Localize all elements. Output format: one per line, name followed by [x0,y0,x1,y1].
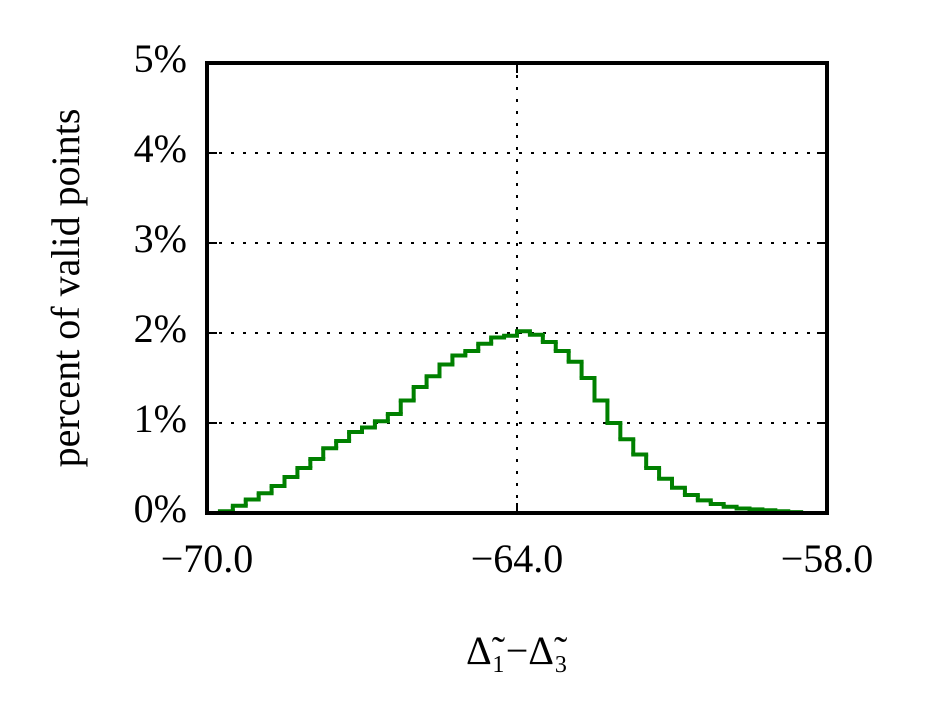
x-tick-label: −70.0 [161,536,254,581]
y-tick-label: 4% [134,126,187,171]
x-axis-label: Δ̃₁−Δ̃₃ [466,628,568,673]
y-tick-label: 0% [134,486,187,531]
x-tick-label: −58.0 [781,536,874,581]
y-tick-label: 1% [134,396,187,441]
y-tick-label: 2% [134,306,187,351]
y-tick-label: 5% [134,36,187,81]
y-axis-label: percent of valid points [43,109,88,468]
y-tick-label: 3% [134,216,187,261]
x-tick-label: −64.0 [471,536,564,581]
plot-frame [205,61,829,515]
